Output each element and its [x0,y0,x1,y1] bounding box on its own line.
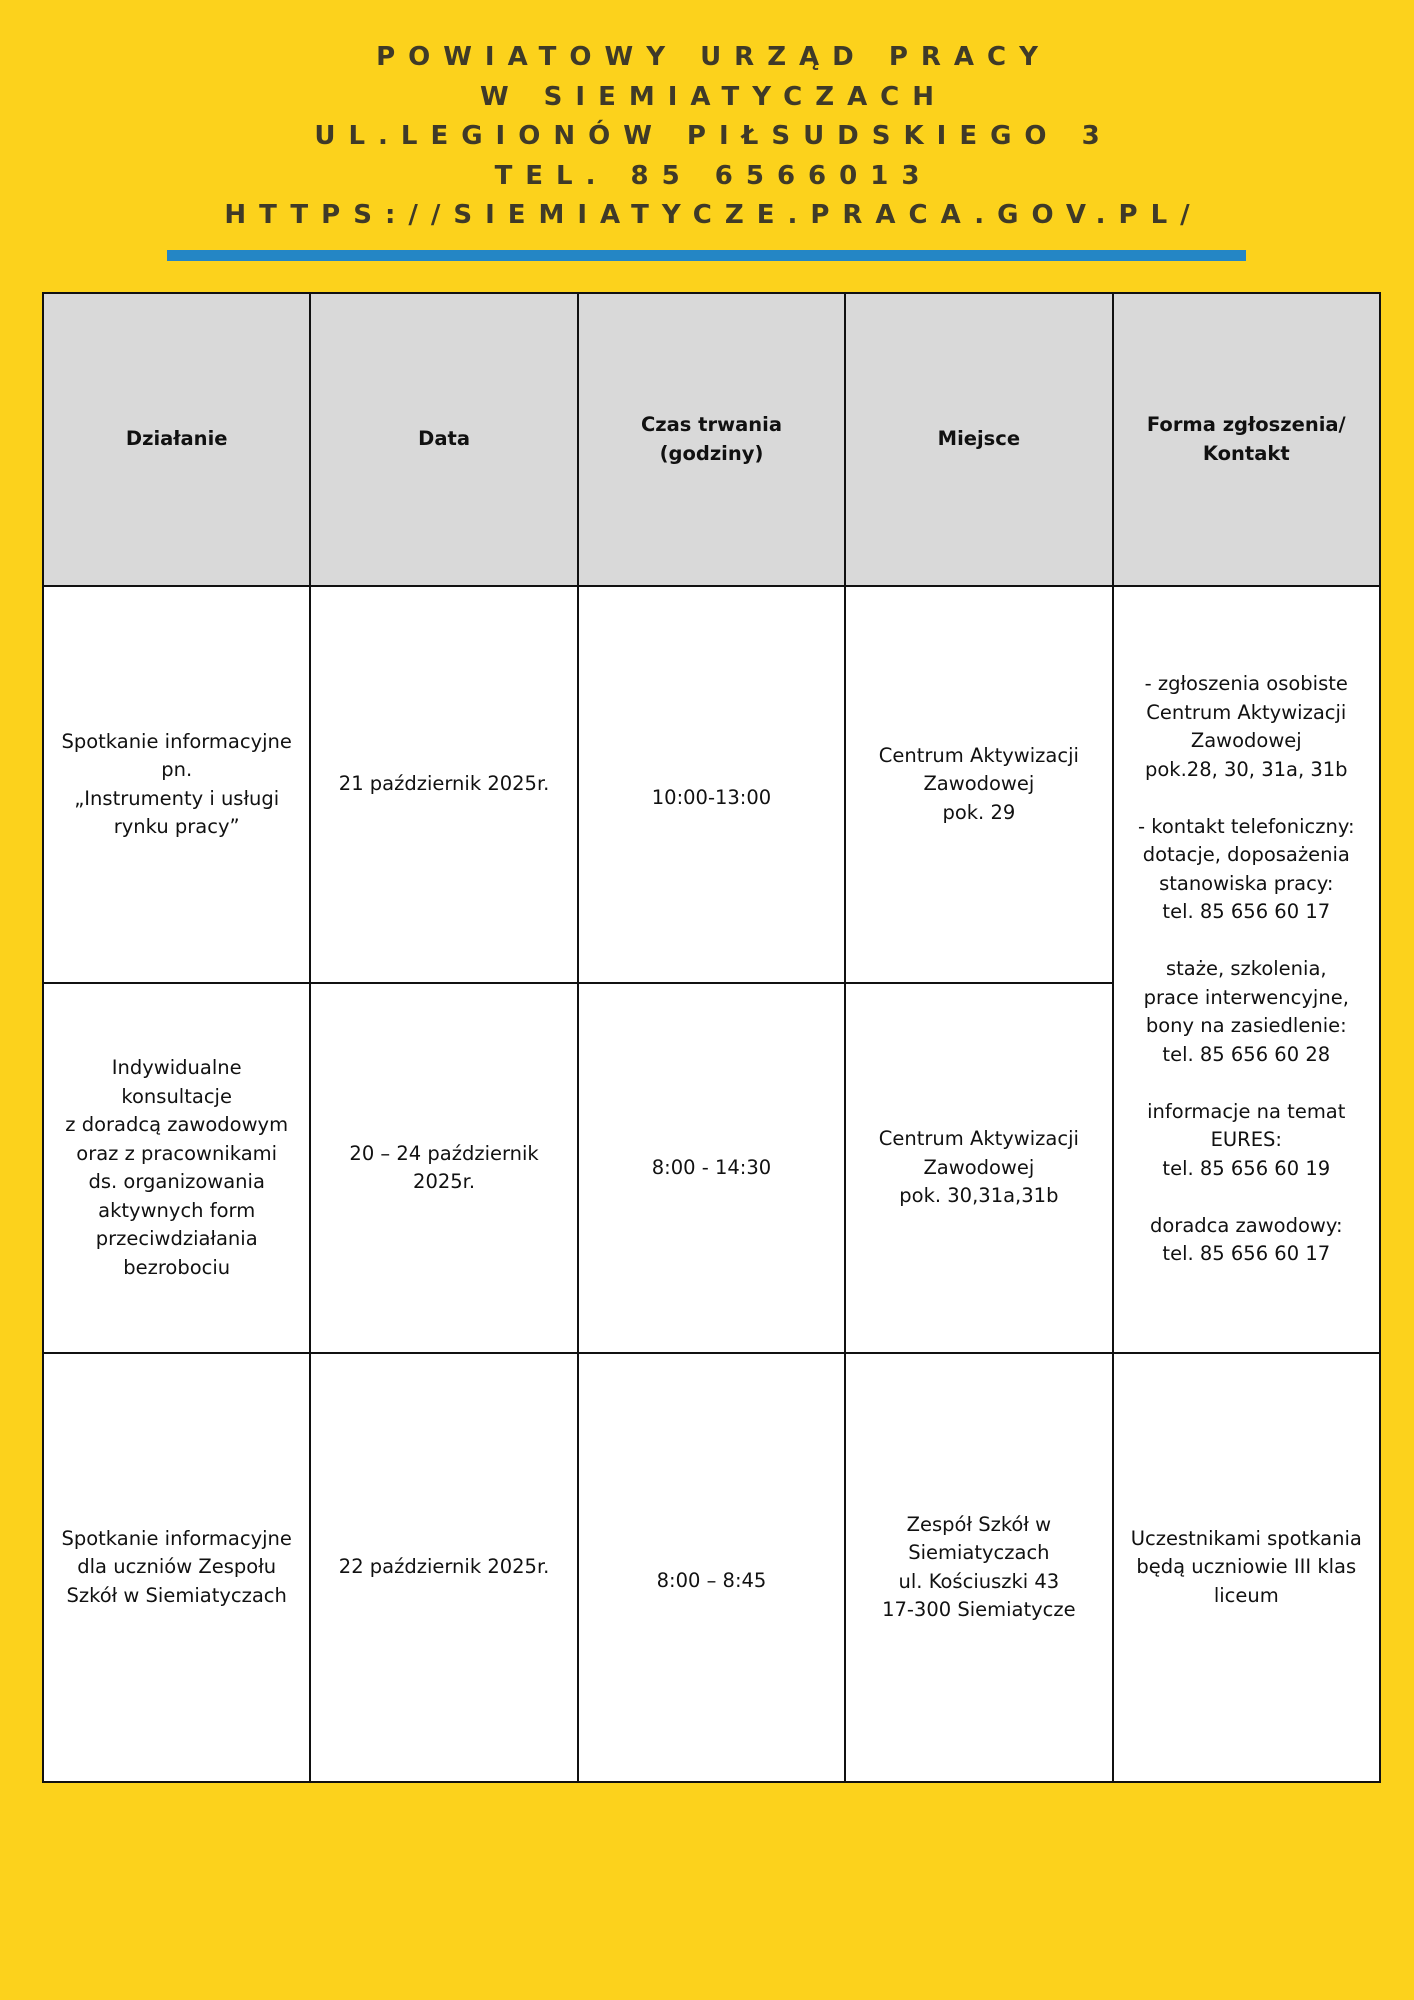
cell-duration: 10:00-13:00 [576,585,847,984]
office-city: W SIEMIATYCZACH [479,81,948,112]
cell-action: Spotkanie informacyjne dla uczniów Zespo… [41,1352,312,1783]
cell-date: 22 październik 2025r. [309,1352,579,1783]
cell-date: 20 – 24 październik 2025r. [309,982,579,1354]
cell-shared-contact: - zgłoszenia osobiste Centrum Aktywizacj… [1111,585,1382,1354]
cell-duration: 8:00 - 14:30 [576,982,847,1354]
cell-place: Zespół Szkół w Siemiatyczach ul. Kościus… [844,1352,1114,1783]
cell-date: 21 październik 2025r. [309,585,579,984]
column-header-date: Data [309,292,579,587]
column-header-action: Działanie [41,292,312,587]
header-divider [167,250,1246,261]
office-name: POWIATOWY URZĄD PRACY [376,42,1051,72]
cell-action: Indywidualne konsultacje z doradcą zawod… [41,982,312,1354]
cell-duration: 8:00 – 8:45 [576,1352,847,1783]
table-row: Spotkanie informacyjne dla uczniów Zespo… [41,1352,1382,1783]
cell-place: Centrum Aktywizacji Zawodowej pok. 29 [844,585,1114,984]
cell-contact: Uczestnikami spotkania będą uczniowie II… [1111,1352,1382,1783]
schedule-table: Działanie Data Czas trwania (godziny) Mi… [41,292,1382,1783]
table-row: Indywidualne konsultacje z doradcą zawod… [41,982,1380,1354]
table-header-row: Działanie Data Czas trwania (godziny) Mi… [41,292,1382,587]
office-website[interactable]: HTTPS://SIEMIATYCZE.PRACA.GOV.PL/ [224,200,1203,230]
column-header-contact: Forma zgłoszenia/ Kontakt [1111,292,1382,587]
cell-place: Centrum Aktywizacji Zawodowej pok. 30,31… [844,982,1114,1354]
office-address: UL.LEGIONÓW PIŁSUDSKIEGO 3 [314,121,1113,151]
cell-action: Spotkanie informacyjne pn. „Instrumenty … [41,585,312,984]
column-header-place: Miejsce [844,292,1114,587]
office-phone: TEL. 85 6566013 [494,160,933,191]
office-header: POWIATOWY URZĄD PRACY W SIEMIATYCZACH UL… [0,38,1414,236]
column-header-duration: Czas trwania (godziny) [576,292,847,587]
table-row: Spotkanie informacyjne pn. „Instrumenty … [41,585,1382,1354]
